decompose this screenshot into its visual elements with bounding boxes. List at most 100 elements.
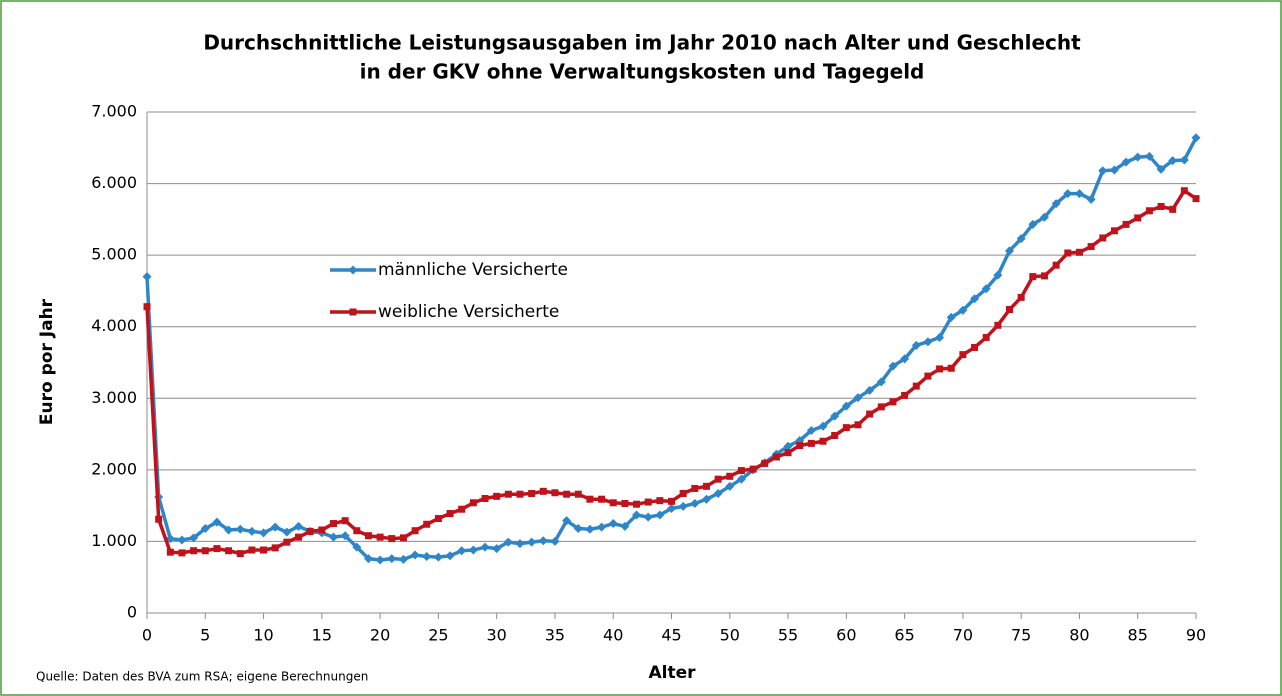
marker	[749, 465, 757, 473]
marker	[701, 494, 711, 504]
marker	[598, 495, 606, 503]
marker	[328, 532, 338, 542]
legend-marker	[348, 265, 358, 275]
x-tick-label: 65	[894, 626, 914, 645]
marker	[1179, 155, 1189, 165]
marker	[923, 337, 933, 347]
marker	[994, 321, 1002, 329]
x-axis-label: Alter	[648, 663, 696, 683]
marker	[433, 552, 443, 562]
marker	[597, 522, 607, 532]
marker	[865, 385, 875, 395]
marker	[480, 542, 490, 552]
marker	[190, 547, 198, 555]
marker	[807, 439, 815, 447]
marker	[340, 531, 350, 541]
x-tick-label: 35	[545, 626, 565, 645]
y-tick-label: 0	[127, 603, 137, 622]
marker	[608, 519, 618, 529]
marker	[1144, 151, 1154, 161]
marker	[970, 294, 980, 304]
marker	[574, 490, 582, 498]
marker	[726, 472, 734, 480]
marker	[434, 515, 442, 523]
marker	[271, 544, 279, 552]
marker	[201, 547, 209, 555]
marker	[1029, 273, 1037, 281]
marker	[411, 527, 419, 535]
x-tick-label: 10	[253, 626, 273, 645]
marker	[469, 499, 477, 507]
marker	[481, 494, 489, 502]
marker	[889, 398, 897, 406]
marker	[213, 545, 221, 553]
marker	[668, 497, 675, 505]
marker	[888, 361, 898, 371]
marker	[143, 303, 151, 311]
marker	[1192, 195, 1200, 203]
marker	[819, 437, 827, 445]
y-tick-label: 2.000	[91, 459, 137, 478]
marker	[248, 546, 256, 554]
marker	[841, 401, 851, 411]
marker	[142, 272, 152, 282]
x-tick-label: 5	[200, 626, 210, 645]
x-tick-label: 55	[778, 626, 798, 645]
marker	[155, 515, 163, 523]
marker	[1109, 165, 1119, 175]
marker	[993, 270, 1003, 280]
y-tick-label: 3.000	[91, 388, 137, 407]
marker	[831, 432, 839, 440]
marker	[866, 410, 874, 418]
source-note: Quelle: Daten des BVA zum RSA; eigene Be…	[36, 670, 368, 684]
y-tick-label: 5.000	[91, 245, 137, 264]
marker	[493, 492, 501, 500]
marker	[912, 382, 920, 390]
marker	[1145, 207, 1153, 215]
marker	[876, 377, 886, 387]
marker	[1191, 133, 1201, 143]
marker	[842, 424, 850, 432]
marker	[363, 554, 373, 564]
marker	[235, 524, 245, 534]
marker	[1075, 248, 1083, 256]
marker	[854, 421, 862, 429]
marker	[283, 538, 291, 546]
marker	[1169, 205, 1177, 213]
x-tick-label: 30	[486, 626, 506, 645]
marker	[387, 554, 397, 564]
marker	[270, 522, 280, 532]
marker	[1110, 227, 1118, 235]
marker	[806, 425, 816, 435]
marker	[551, 489, 559, 497]
marker	[423, 520, 431, 528]
marker	[1099, 234, 1107, 242]
marker	[725, 481, 735, 491]
marker	[1156, 164, 1166, 174]
marker	[1028, 219, 1038, 229]
marker	[585, 524, 595, 534]
marker	[982, 333, 990, 341]
x-tick-label: 40	[603, 626, 623, 645]
marker	[177, 535, 187, 545]
x-tick-label: 60	[836, 626, 856, 645]
marker	[446, 510, 454, 518]
marker	[1039, 212, 1049, 222]
marker	[1133, 152, 1143, 162]
marker	[538, 536, 548, 546]
marker	[353, 527, 361, 535]
marker	[166, 548, 174, 556]
marker	[1017, 293, 1025, 301]
marker	[679, 489, 687, 497]
marker	[1087, 243, 1095, 251]
chart-title: Durchschnittliche Leistungsausgaben im J…	[203, 31, 1081, 55]
marker	[352, 542, 362, 552]
marker	[1098, 166, 1108, 176]
chart-title: in der GKV ohne Verwaltungskosten und Ta…	[360, 60, 925, 84]
marker	[189, 533, 199, 543]
marker	[714, 475, 722, 483]
marker	[655, 510, 665, 520]
